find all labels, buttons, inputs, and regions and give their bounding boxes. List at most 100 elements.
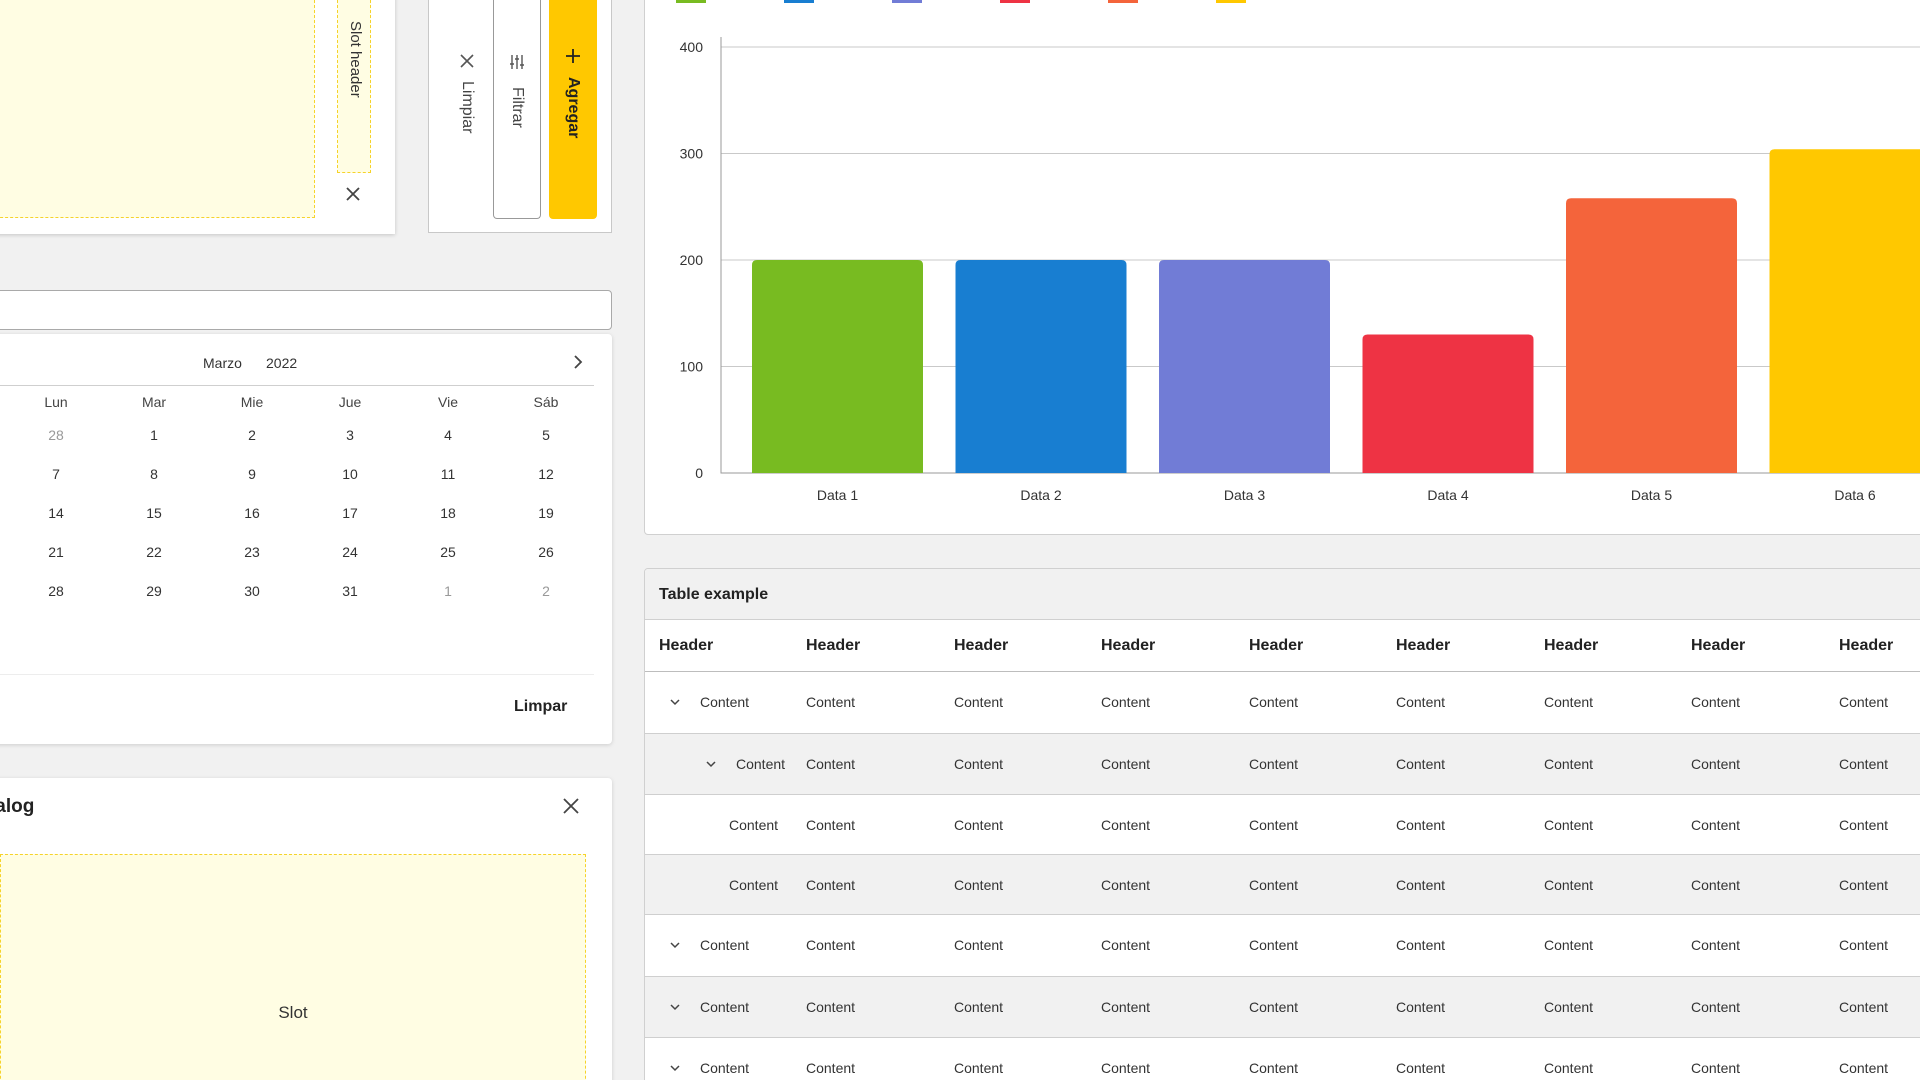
calendar-day[interactable]: 18 — [440, 505, 456, 521]
calendar-day[interactable]: 4 — [444, 427, 452, 443]
chevron-down-icon[interactable] — [704, 757, 718, 771]
calendar-day[interactable]: 19 — [538, 505, 554, 521]
table-cell: Content — [1839, 876, 1889, 893]
table-cell: Content — [806, 876, 856, 893]
table-cell: Content — [1101, 816, 1151, 833]
column-header[interactable]: Header — [1691, 636, 1746, 654]
calendar-day[interactable]: 16 — [244, 505, 260, 521]
table-cell: Content — [806, 816, 856, 833]
calendar-day[interactable]: 30 — [244, 583, 260, 599]
table-cell: Content — [1544, 1060, 1594, 1077]
chevron-down-icon[interactable] — [668, 938, 682, 952]
bar[interactable] — [752, 260, 923, 473]
calendar-day[interactable]: 1 — [444, 583, 452, 599]
y-tick-label: 300 — [680, 146, 704, 162]
chevron-right-icon[interactable] — [568, 352, 588, 372]
table-row[interactable]: Content Content Content Content Content Conte… — [645, 976, 1920, 1038]
table-cell: Content — [954, 755, 1004, 772]
slot-area — [0, 0, 315, 218]
table-row[interactable]: Content Content Content Content Content Conte… — [645, 1038, 1920, 1080]
column-header[interactable]: Header — [954, 636, 1009, 654]
table-cell: Content — [806, 694, 856, 711]
calendar-day[interactable]: 2 — [542, 583, 550, 599]
calendar-day[interactable]: 14 — [48, 505, 64, 521]
calendar-day[interactable]: 17 — [342, 505, 358, 521]
calendar-day[interactable]: 23 — [244, 544, 260, 560]
table-row[interactable]: Content Content Content Content Content Conte… — [645, 795, 1920, 855]
calendar-year[interactable]: 2022 — [266, 355, 298, 371]
table-cell: Content — [1691, 998, 1741, 1015]
calendar-day[interactable]: 31 — [342, 583, 358, 599]
bar[interactable] — [1566, 198, 1737, 474]
table-cell: Content — [1101, 937, 1151, 954]
table-cell: Content — [1839, 998, 1889, 1015]
table-title: Table example — [645, 569, 1920, 620]
clear-button[interactable]: Limpiar — [446, 0, 488, 219]
table-row[interactable]: Content Content Content Content Content Conte… — [645, 733, 1920, 795]
table-cell: Content — [1396, 1060, 1446, 1077]
column-header[interactable]: Header — [1396, 636, 1451, 654]
column-header[interactable]: Header — [1249, 636, 1304, 654]
calendar-day[interactable]: 1 — [150, 427, 158, 443]
calendar-day[interactable]: 5 — [542, 427, 550, 443]
table-cell: Content — [700, 1060, 750, 1077]
close-icon[interactable] — [561, 796, 581, 816]
add-button[interactable]: Agregar — [549, 0, 597, 219]
table-cell: Content — [1544, 816, 1594, 833]
calendar-day[interactable]: 26 — [538, 544, 554, 560]
calendar-month[interactable]: Marzo — [203, 355, 242, 371]
y-tick-label: 0 — [695, 465, 703, 481]
calendar-clear-button[interactable]: Limpar — [514, 698, 568, 715]
column-header[interactable]: Header — [806, 636, 861, 654]
dialog-slot-label: Slot — [278, 1003, 308, 1022]
calendar-day[interactable]: 28 — [48, 583, 64, 599]
table-row[interactable]: Content Content Content Content Content Conte… — [645, 855, 1920, 915]
calendar-day[interactable]: 10 — [342, 466, 358, 482]
bar[interactable] — [955, 260, 1127, 473]
table-cell: Content — [736, 755, 786, 772]
calendar-day[interactable]: 29 — [146, 583, 162, 599]
column-header[interactable]: Header — [1544, 636, 1599, 654]
table-row[interactable]: Content Content Content Content Content Conte… — [645, 915, 1920, 977]
legend-swatch — [784, 0, 814, 3]
bar[interactable] — [1769, 149, 1920, 473]
table-cell: Content — [806, 755, 856, 772]
column-header[interactable]: Header — [1839, 636, 1894, 654]
date-input[interactable] — [0, 290, 612, 330]
calendar-day[interactable]: 28 — [48, 427, 64, 443]
calendar-day[interactable]: 11 — [440, 466, 456, 482]
column-header[interactable]: Header — [659, 636, 714, 654]
calendar-day[interactable]: 15 — [146, 505, 162, 521]
close-icon[interactable] — [344, 185, 362, 203]
column-header[interactable]: Header — [1101, 636, 1156, 654]
table-cell: Content — [1544, 937, 1594, 954]
table-cell: Content — [1249, 816, 1299, 833]
calendar-day[interactable]: 9 — [248, 466, 256, 482]
x-tick-label: Data 2 — [1020, 487, 1061, 503]
calendar-day[interactable]: 24 — [342, 544, 358, 560]
bar[interactable] — [1159, 260, 1330, 473]
calendar-day[interactable]: 25 — [440, 544, 456, 560]
calendar-weekday: Jue — [338, 394, 362, 410]
calendar-day[interactable]: 21 — [48, 544, 64, 560]
calendar-day[interactable]: 12 — [538, 466, 554, 482]
sliders-icon — [510, 55, 524, 69]
table-cell: Content — [1396, 755, 1446, 772]
table-body: Header Header Header Header Header Header Head… — [645, 620, 1920, 1080]
table-row[interactable]: Content Content Content Content Content Conte… — [645, 672, 1920, 734]
dialog-slot: Slot — [0, 854, 586, 1080]
calendar-day[interactable]: 3 — [346, 427, 354, 443]
calendar-day[interactable]: 22 — [146, 544, 162, 560]
calendar-day[interactable]: 2 — [248, 427, 256, 443]
clear-label: Limpiar — [459, 81, 476, 134]
table-cell: Content — [954, 998, 1004, 1015]
chevron-down-icon[interactable] — [668, 1000, 682, 1014]
calendar-day[interactable]: 7 — [52, 466, 60, 482]
chevron-down-icon[interactable] — [668, 1061, 682, 1075]
filter-button[interactable]: Filtrar — [493, 0, 541, 219]
calendar-weekday: Mar — [141, 394, 167, 410]
bar[interactable] — [1362, 334, 1534, 473]
x-tick-label: Data 6 — [1834, 487, 1875, 503]
calendar-day[interactable]: 8 — [150, 466, 158, 482]
chevron-down-icon[interactable] — [668, 695, 682, 709]
